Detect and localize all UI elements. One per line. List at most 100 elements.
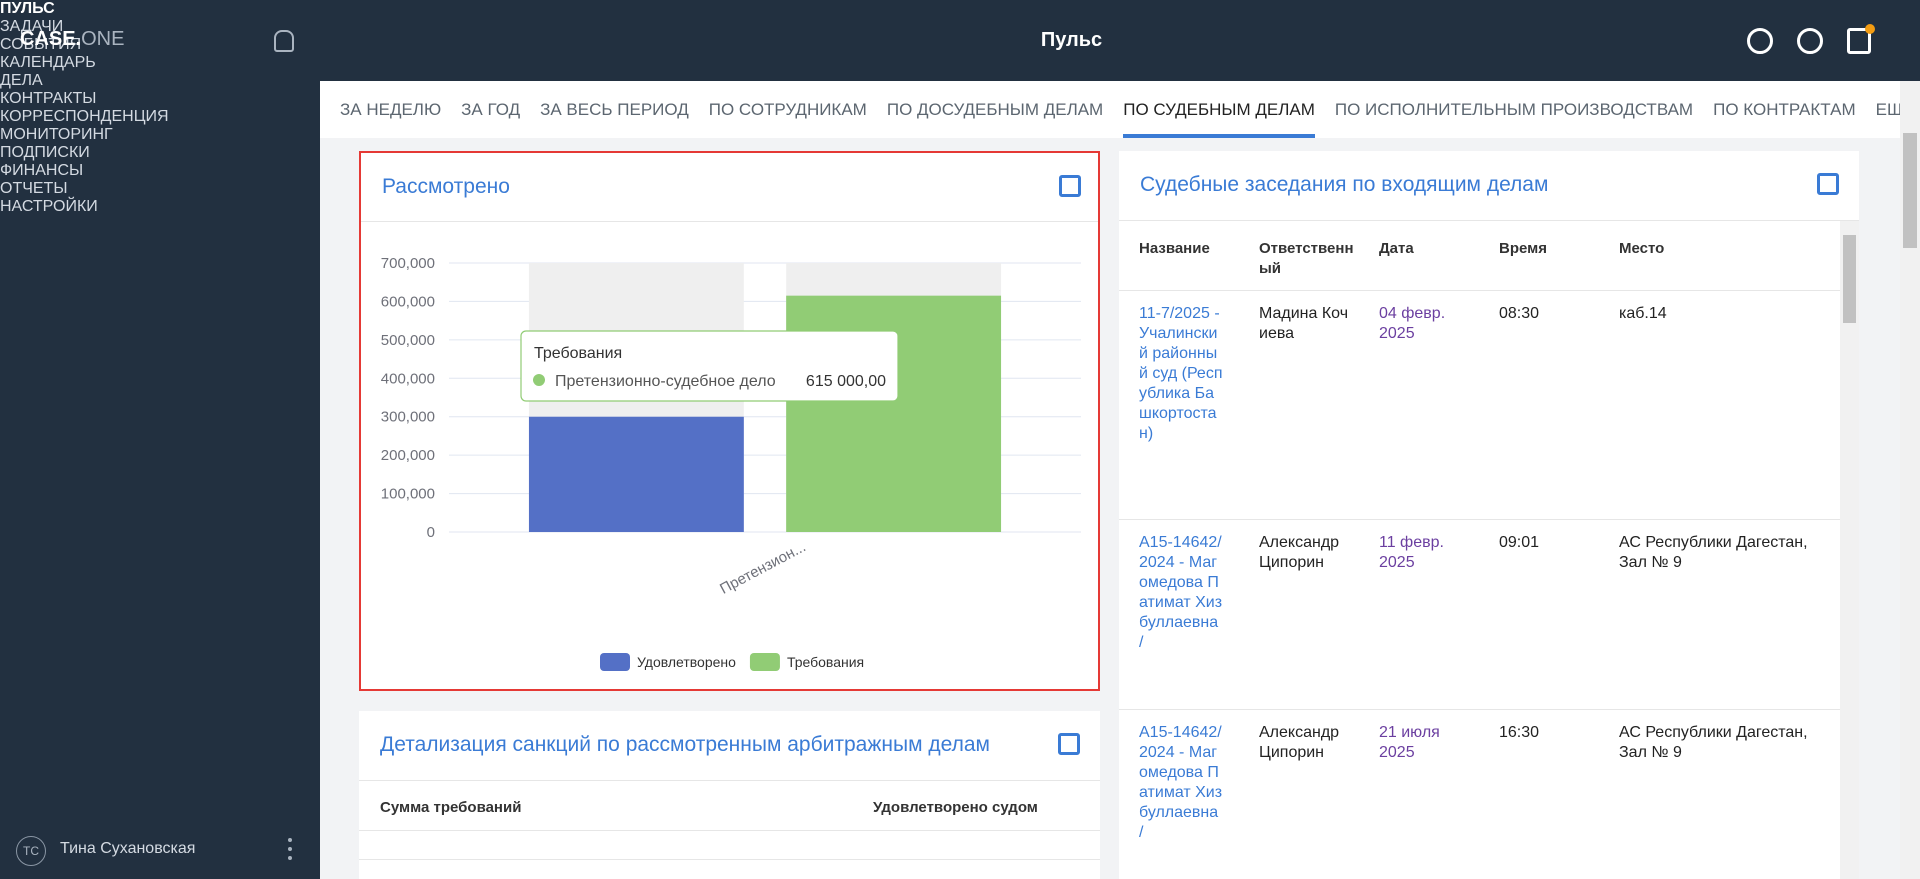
scroll-thumb[interactable] <box>1843 235 1856 323</box>
history-icon[interactable] <box>1797 28 1823 54</box>
menu-item[interactable]: КОНТРАКТЫ <box>0 90 320 108</box>
column-header[interactable]: Место <box>1619 240 1665 257</box>
menu-item[interactable]: ЗАДАЧИ <box>0 18 320 36</box>
tooltip-category: Претензионно-судебное дело <box>555 373 776 390</box>
user-name[interactable]: Тина Сухановская <box>60 840 196 857</box>
sidebar: CASE.ONE ПУЛЬС ЗАДАЧИ СОБЫТИЯ КАЛЕНДАРЬ ДЕЛА… <box>0 0 320 879</box>
tab[interactable]: ПО ДОСУДЕБНЫМ ДЕЛАМ <box>886 100 1104 119</box>
menu-label: ДЕЛА <box>0 72 43 89</box>
table-cell: 09:01 <box>1499 534 1540 551</box>
divider <box>361 221 1098 222</box>
y-tick-label: 0 <box>427 524 435 541</box>
menu-label: ФИНАНСЫ <box>0 162 84 179</box>
menu-label: КОРРЕСПОНДЕНЦИЯ <box>0 108 169 125</box>
scroll-thumb[interactable] <box>1903 133 1917 248</box>
tab[interactable]: ПО СОТРУДНИКАМ <box>708 100 867 119</box>
panel-icon[interactable] <box>1847 28 1871 54</box>
row-divider <box>1119 290 1840 291</box>
tooltip-dot <box>533 374 545 386</box>
open-icon[interactable] <box>1058 733 1080 755</box>
panel-title: Судебные заседания по входящим делам <box>1140 173 1549 196</box>
menu-label: НАСТРОЙКИ <box>0 198 98 215</box>
tabs: ЗА НЕДЕЛЮ ЗА ГОД ЗА ВЕСЬ ПЕРИОД ПО СОТРУДНИ… <box>320 81 1914 138</box>
open-icon[interactable] <box>1817 173 1839 195</box>
menu-label: СОБЫТИЯ <box>0 36 82 53</box>
logo-accent: ONE <box>81 28 125 50</box>
table-cell[interactable]: А15-14642/2024 - Магомедова Патимат Хизб… <box>1139 724 1223 841</box>
tab[interactable]: ЗА ВЕСЬ ПЕРИОД <box>540 100 689 119</box>
menu-item[interactable]: ОТЧЕТЫ <box>0 180 320 198</box>
table-cell: 16:30 <box>1499 724 1540 741</box>
logo[interactable]: CASE.ONE <box>20 28 124 51</box>
tab[interactable]: ЗА ГОД <box>461 100 521 119</box>
column-header[interactable]: Время <box>1499 240 1547 257</box>
legend-swatch <box>749 653 780 671</box>
menu: ПУЛЬС ЗАДАЧИ СОБЫТИЯ КАЛЕНДАРЬ ДЕЛА КОНТРАКТЫ… <box>0 0 320 216</box>
column-header[interactable]: Название <box>1139 240 1210 257</box>
bell-icon[interactable] <box>274 30 294 52</box>
tab[interactable]: ЗА НЕДЕЛЮ <box>340 100 442 119</box>
tab[interactable]: ПО КОНТРАКТАМ <box>1713 100 1856 119</box>
table-cell: 11 февр. 2025 <box>1379 534 1444 571</box>
tooltip: Требования Претензионно-судебное дело 615 … <box>520 330 899 402</box>
y-tick-label: 400,000 <box>381 370 435 387</box>
menu-item[interactable]: КАЛЕНДАРЬ <box>0 54 320 72</box>
legend-swatch <box>600 653 630 671</box>
tab[interactable]: ПО ИСПОЛНИТЕЛЬНЫМ ПРОИЗВОДСТВАМ <box>1334 100 1694 119</box>
help-icon[interactable] <box>1747 28 1773 54</box>
avatar[interactable]: ТС <box>16 836 46 866</box>
table-cell[interactable]: А15-14642/2024 - Магомедова Патимат Хизб… <box>1139 534 1223 651</box>
y-tick-label: 700,000 <box>381 255 435 272</box>
divider <box>1119 220 1859 221</box>
row-divider <box>1119 519 1840 520</box>
menu-item[interactable]: НАСТРОЙКИ <box>0 198 320 216</box>
y-tick-label: 600,000 <box>381 293 435 310</box>
menu-item[interactable]: ПОДПИСКИ <box>0 144 320 162</box>
table-cell: Александр Ципорин <box>1259 724 1340 761</box>
menu-item[interactable]: ПУЛЬС <box>0 0 320 18</box>
y-tick-label: 500,000 <box>381 332 435 349</box>
panel-title: Детализация санкций по рассмотренным арб… <box>380 733 990 756</box>
logo-main: CASE. <box>20 28 82 50</box>
menu-label: ПОДПИСКИ <box>0 144 90 161</box>
menu-item[interactable]: ФИНАНСЫ <box>0 162 320 180</box>
table-cell: АС Республики Дагестан, Зал № 9 <box>1619 534 1808 571</box>
column-header[interactable]: Сумма требований <box>380 799 522 816</box>
y-tick-label: 300,000 <box>381 409 435 426</box>
open-icon[interactable] <box>1059 175 1081 197</box>
chart: 0 100,000 200,000 300,000 400,000 500,000 600,… <box>381 255 1081 671</box>
column-header[interactable]: Дата <box>1379 240 1414 257</box>
table-cell[interactable]: 11-7/2025 - Учалинский районный суд (Рес… <box>1139 305 1223 442</box>
menu-item[interactable]: ДЕЛА <box>0 72 320 90</box>
legend-label: Удовлетворено <box>637 654 736 670</box>
menu-item[interactable]: КОРРЕСПОНДЕНЦИЯ <box>0 108 320 126</box>
scrollbar <box>1840 221 1859 879</box>
table-cell: Александр Ципорин <box>1259 534 1340 571</box>
chart-panel: Рассмотрено 0 100,000 200,000 300,000 400,00… <box>359 151 1100 691</box>
scrollbar <box>1900 81 1920 879</box>
menu-item[interactable]: СОБЫТИЯ <box>0 36 320 54</box>
header-title: Пульс <box>1040 29 1103 51</box>
notification-dot <box>1865 24 1875 34</box>
sessions-panel: Судебные заседания по входящим делам Наз… <box>1119 151 1859 879</box>
tooltip-box <box>520 330 899 402</box>
divider <box>359 830 1100 831</box>
table-cell: 04 февр. 2025 <box>1379 305 1446 342</box>
column-header[interactable]: Удовлетворено судом <box>873 799 1038 816</box>
menu-label: ЗАДАЧИ <box>0 18 64 35</box>
menu-label: МОНИТОРИНГ <box>0 126 113 143</box>
menu-label: ОТЧЕТЫ <box>0 180 68 197</box>
user-menu[interactable] <box>288 838 292 860</box>
bar <box>528 416 744 532</box>
x-tick-label: Претензион... <box>717 538 809 597</box>
table-cell: АС Республики Дагестан, Зал № 9 <box>1619 724 1808 761</box>
legend-label: Требования <box>787 654 864 670</box>
menu-label: ПУЛЬС <box>0 0 55 17</box>
tooltip-title: Требования <box>534 345 622 362</box>
divider <box>359 780 1100 781</box>
panel-title: Рассмотрено <box>382 175 510 198</box>
column-header[interactable]: Ответственный <box>1259 240 1354 277</box>
tab[interactable]: ПО СУДЕБНЫМ ДЕЛАМ <box>1123 81 1315 138</box>
menu-item[interactable]: МОНИТОРИНГ <box>0 126 320 144</box>
header: Пульс <box>320 0 1920 81</box>
